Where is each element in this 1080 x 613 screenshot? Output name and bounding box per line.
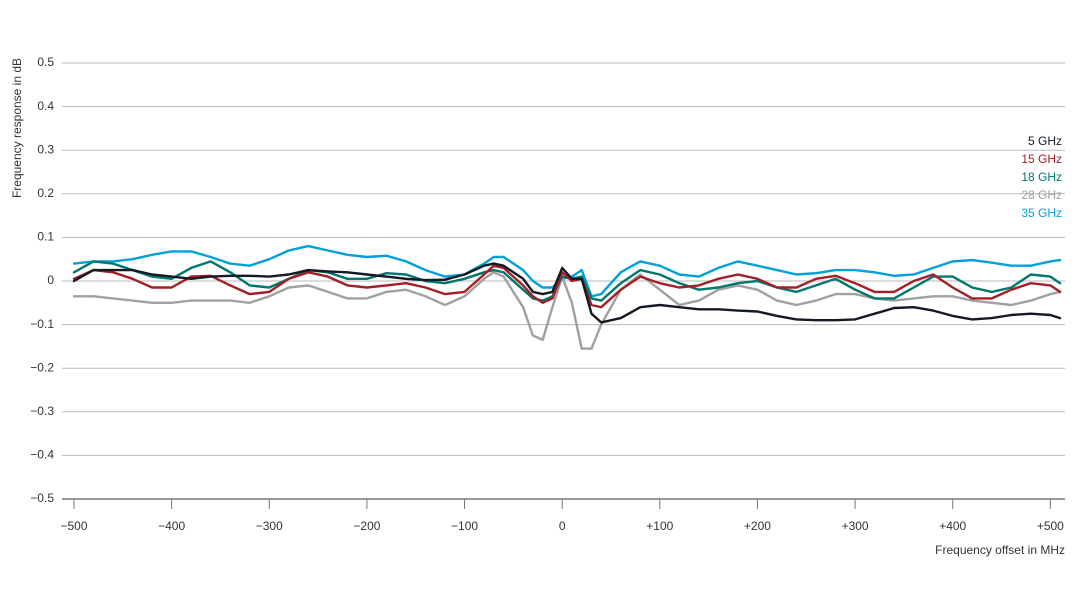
y-tick-label: 0.4 [37, 99, 54, 113]
legend-entry: 15 GHz [1021, 152, 1062, 166]
y-tick-label: 0 [47, 273, 54, 287]
legend-entry: 5 GHz [1028, 134, 1062, 148]
legend-entry: 18 GHz [1021, 170, 1062, 184]
y-tick-label: 0.2 [37, 186, 54, 200]
y-tick-label: −0.3 [30, 404, 54, 418]
series-line [72, 260, 1062, 302]
series-line [72, 271, 1062, 350]
y-tick-label: −0.2 [30, 360, 54, 374]
legend-entry: 28 GHz [1021, 188, 1062, 202]
x-tick-label: +500 [1037, 519, 1064, 533]
x-axis-title: Frequency offset in MHz [935, 543, 1065, 557]
x-tick-label: 0 [559, 519, 566, 533]
y-tick-label: −0.4 [30, 448, 54, 462]
y-tick-label: 0.1 [37, 230, 54, 244]
series-line [72, 262, 1062, 324]
y-tick-label: −0.1 [30, 317, 54, 331]
x-tick-label: +100 [646, 519, 673, 533]
legend-entry: 35 GHz [1021, 206, 1062, 220]
x-tick-label: −500 [60, 519, 87, 533]
y-tick-label: 0.5 [37, 55, 54, 69]
y-axis-title: Frequency response in dB [10, 58, 24, 198]
x-tick-label: −400 [158, 519, 185, 533]
y-tick-label: 0.3 [37, 142, 54, 156]
x-tick-label: +200 [744, 519, 771, 533]
y-tick-label: −0.5 [30, 491, 54, 505]
x-tick-label: +400 [939, 519, 966, 533]
x-tick-label: −200 [353, 519, 380, 533]
x-tick-label: −100 [451, 519, 478, 533]
x-tick-label: +300 [842, 519, 869, 533]
series-line [72, 264, 1062, 309]
x-tick-label: −300 [256, 519, 283, 533]
